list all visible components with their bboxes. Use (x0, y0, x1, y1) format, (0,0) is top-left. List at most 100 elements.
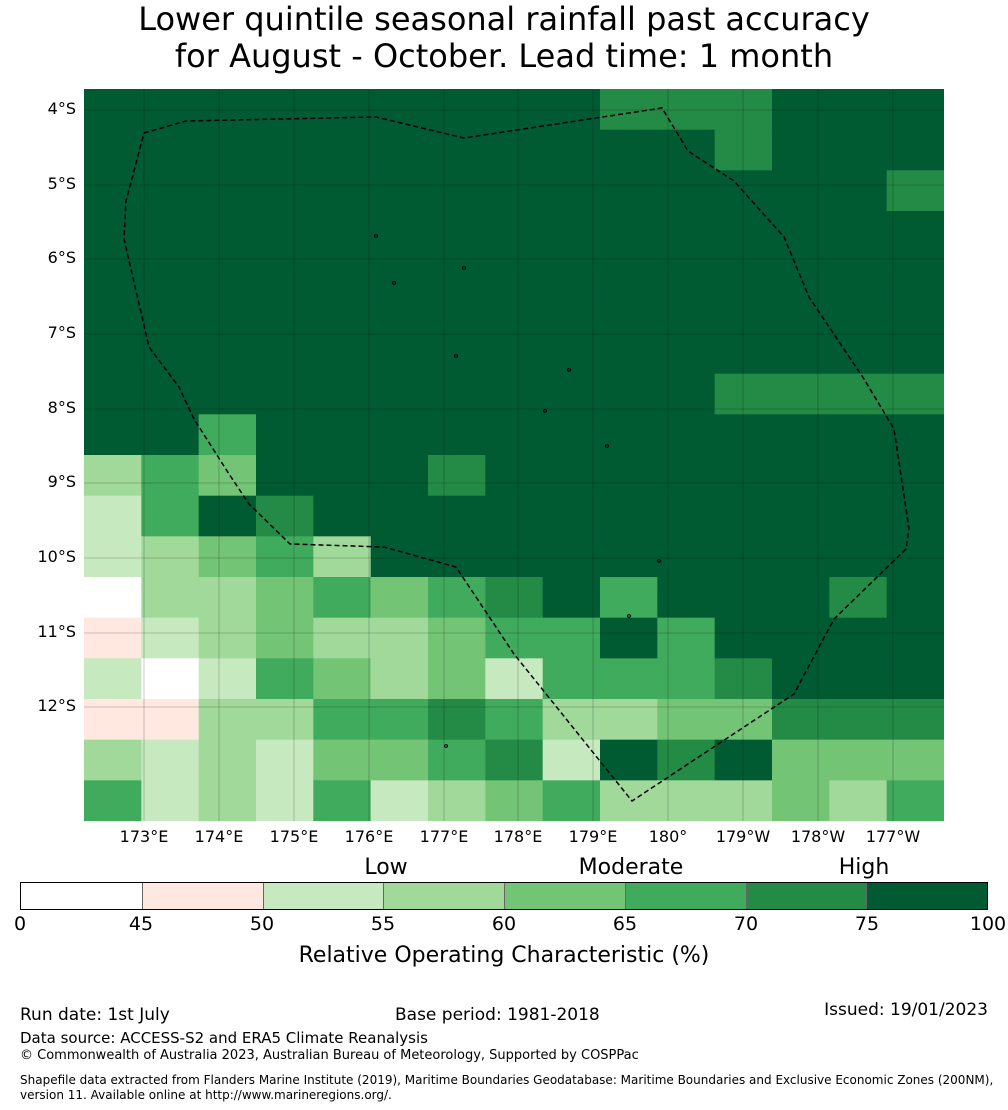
grid-cell (714, 699, 773, 741)
colorbar-title: Relative Operating Characteristic (%) (298, 943, 710, 968)
copyright: © Commonwealth of Australia 2023, Austra… (20, 1048, 639, 1063)
grid-cell (829, 495, 888, 537)
grid-cell (600, 780, 658, 821)
grid-cell (542, 333, 601, 375)
longitude-label: 176°E (344, 827, 394, 846)
grid-cell (772, 373, 830, 415)
grid-cell (313, 89, 372, 131)
grid-cell (370, 495, 429, 537)
grid-cell (772, 617, 830, 659)
grid-cell (141, 617, 200, 659)
grid-cell (600, 455, 658, 497)
colorbar-tick-label: 70 (733, 913, 759, 935)
grid-cell (772, 333, 830, 375)
grid-cell (141, 89, 200, 131)
grid-cell (542, 577, 601, 619)
island-outline (443, 744, 449, 748)
grid-cell (485, 577, 544, 619)
latitude-label: 10°S (37, 547, 76, 566)
grid-cell (657, 455, 716, 497)
colorbar-segment (745, 883, 867, 909)
grid-cell (485, 780, 544, 821)
grid-cell (141, 536, 200, 578)
grid-cell (657, 333, 716, 375)
grid-cell (256, 251, 314, 293)
grid-cell (198, 577, 257, 619)
grid-cell (886, 617, 944, 659)
grid-cell (886, 780, 944, 821)
grid-cell (714, 495, 773, 537)
grid-cell (886, 89, 944, 131)
latitude-label: 9°S (47, 472, 76, 491)
grid-cell (313, 536, 372, 578)
colorbar-tick-label: 100 (969, 913, 1007, 935)
grid-cell (600, 414, 658, 456)
grid-cell (542, 780, 601, 821)
grid-cell (542, 617, 601, 659)
grid-cell (84, 455, 142, 497)
grid-cell (600, 292, 658, 334)
colorbar-segment (262, 883, 384, 909)
grid-cell (714, 739, 773, 781)
category-label-low: Low (364, 855, 408, 880)
base-period: Base period: 1981-2018 (395, 1005, 600, 1025)
grid-cell (542, 455, 601, 497)
island-outline (373, 234, 379, 238)
chart-title-line2: for August - October. Lead time: 1 month (174, 37, 834, 75)
longitude-label: 174°E (194, 827, 244, 846)
grid-cell (313, 292, 372, 334)
longitude-label: 180° (648, 827, 688, 846)
grid-cell (829, 414, 888, 456)
grid-cell (428, 333, 486, 375)
grid-cell (313, 780, 372, 821)
grid-cell (141, 211, 200, 253)
shapefile-credit: Shapefile data extracted from Flanders M… (20, 1073, 994, 1102)
grid-cell (84, 780, 142, 821)
grid-cell (256, 658, 314, 700)
colorbar-tick-label: 60 (491, 913, 517, 935)
island-outline (453, 354, 459, 358)
grid-cell (657, 292, 716, 334)
grid-cell (772, 129, 830, 171)
longitude-label: 177°E (419, 827, 469, 846)
grid-cell (198, 333, 257, 375)
grid-cell (84, 495, 142, 537)
grid-cell (485, 292, 544, 334)
grid-cell (370, 699, 429, 741)
longitude-label: 179°W (715, 827, 771, 846)
grid-cell (84, 617, 142, 659)
grid-cell (370, 577, 429, 619)
roc-map (84, 89, 944, 821)
grid-cell (714, 414, 773, 456)
colorbar-segment (141, 883, 263, 909)
grid-cell (485, 129, 544, 171)
longitude-label: 179°E (568, 827, 618, 846)
grid-cell (141, 129, 200, 171)
grid-cell (886, 577, 944, 619)
grid-cell (198, 617, 257, 659)
grid-cell (772, 89, 830, 131)
grid-cell (256, 780, 314, 821)
grid-cell (829, 251, 888, 293)
grid-cell (141, 699, 200, 741)
island-outline (604, 444, 610, 448)
grid-cell (84, 699, 142, 741)
latitude-label: 4°S (47, 99, 76, 118)
grid-cell (829, 617, 888, 659)
grid-cell (256, 739, 314, 781)
grid-cell (370, 617, 429, 659)
grid-cell (485, 658, 544, 700)
grid-cell (198, 536, 257, 578)
grid-cell (485, 414, 544, 456)
run-date: Run date: 1st July (20, 1005, 170, 1025)
grid-cell (600, 89, 658, 131)
grid-cell (714, 658, 773, 700)
grid-cell (714, 536, 773, 578)
grid-cell (370, 292, 429, 334)
grid-cell (829, 536, 888, 578)
grid-cell (772, 780, 830, 821)
grid-cell (886, 739, 944, 781)
grid-cell (370, 455, 429, 497)
grid-cell (313, 251, 372, 293)
grid-cell (198, 455, 257, 497)
